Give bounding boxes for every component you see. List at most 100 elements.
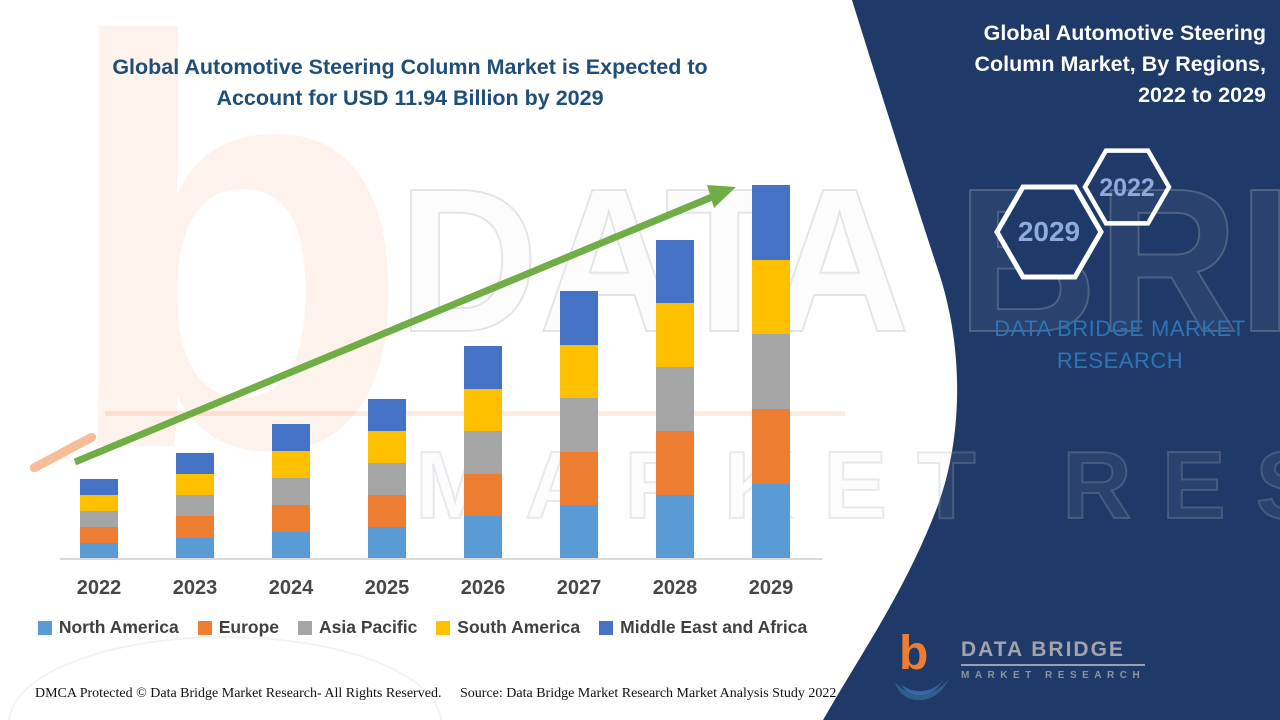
bar-segment-south-america (80, 495, 118, 512)
bar-segment-europe (752, 409, 790, 485)
legend-item-middle-east-and-africa: Middle East and Africa (599, 617, 807, 638)
logo-swoosh-icon (895, 678, 949, 701)
hexagon-2022-label: 2022 (1099, 174, 1155, 202)
bar-2026 (464, 346, 502, 559)
footer-source-text: Source: Data Bridge Market Research Mark… (460, 686, 837, 701)
panel-title: Global Automotive Steering Column Market… (936, 18, 1267, 111)
bar-segment-south-america (176, 473, 214, 496)
bar-2027 (560, 291, 598, 559)
panel-brand-text: DATA BRIDGE MARKET RESEARCH (960, 313, 1280, 377)
bar-segment-south-america (560, 344, 598, 399)
x-axis-label-2027: 2027 (556, 577, 602, 599)
x-axis-label-2022: 2022 (76, 577, 122, 599)
x-axis-label-2026: 2026 (460, 577, 506, 599)
legend-item-north-america: North America (37, 617, 179, 638)
legend-label: Asia Pacific (319, 617, 418, 637)
bar-segment-middle-east-and-africa (464, 346, 502, 389)
legend-label: North America (58, 617, 179, 637)
bar-2022 (80, 479, 118, 559)
panel-title-line2: Column Market, By Regions, (974, 52, 1267, 76)
bar-segment-europe (464, 473, 502, 517)
bar-segment-europe (368, 495, 406, 528)
bar-segment-south-america (368, 431, 406, 464)
bar-segment-asia-pacific (656, 367, 694, 432)
hexagon-2029-label: 2029 (1018, 216, 1080, 247)
bar-2023 (176, 452, 214, 559)
bar-segment-asia-pacific (560, 398, 598, 452)
bar-segment-north-america (176, 537, 214, 559)
chart-legend: North America Europe Asia Pacific South Ame… (0, 617, 845, 638)
bar-segment-north-america (752, 484, 790, 559)
trend-arrow (73, 185, 736, 466)
hexagon-badges: 2029 2022 (994, 148, 1172, 280)
bar-segment-middle-east-and-africa (752, 184, 790, 260)
x-axis-label-2023: 2023 (172, 577, 218, 599)
panel-title-line3: 2022 to 2029 (1138, 83, 1266, 107)
bar-segment-middle-east-and-africa (560, 291, 598, 345)
bar-2029 (752, 184, 790, 559)
legend-swatch-icon (298, 620, 313, 635)
bar-segment-middle-east-and-africa (272, 424, 310, 452)
bar-segment-europe (80, 527, 118, 544)
bar-segment-middle-east-and-africa (368, 399, 406, 432)
legend-item-asia-pacific: Asia Pacific (298, 617, 417, 638)
x-axis-label-2029: 2029 (748, 577, 794, 599)
bar-segment-europe (272, 505, 310, 533)
bar-segment-asia-pacific (80, 511, 118, 528)
bar-segment-north-america (464, 516, 502, 559)
legend-swatch-icon (37, 620, 52, 635)
chart-title: Global Automotive Steering Column Market… (60, 52, 760, 114)
chart-title-line1: Global Automotive Steering Column Market… (112, 55, 708, 79)
legend-label: Middle East and Africa (620, 617, 808, 637)
bar-segment-europe (656, 431, 694, 496)
chart-title-line2: Account for USD 11.94 Billion by 2029 (216, 86, 604, 110)
panel-title-line1: Global Automotive Steering (983, 21, 1266, 45)
bar-segment-asia-pacific (368, 463, 406, 496)
x-axis-label-2024: 2024 (268, 577, 314, 599)
bar-segment-middle-east-and-africa (176, 452, 214, 474)
bar-segment-europe (560, 451, 598, 506)
bar-segment-south-america (656, 303, 694, 368)
logo-b-glyph: b (899, 627, 929, 680)
logo-text: DATA BRIDGE MARKET RESEARCH (961, 638, 1146, 681)
bar-segment-middle-east-and-africa (80, 479, 118, 496)
databridge-logo: b DATA BRIDGE MARKET RESEARCH (893, 630, 1146, 701)
bar-segment-north-america (656, 495, 694, 559)
legend-swatch-icon (436, 620, 451, 635)
trend-arrow-line (73, 193, 714, 466)
panel-brand-line1: DATA BRIDGE MARKET (994, 316, 1246, 341)
legend-label: South America (457, 617, 581, 637)
legend-item-europe: Europe (197, 617, 280, 638)
bar-segment-south-america (752, 259, 790, 335)
x-axis-line (60, 558, 822, 560)
footer-dmca-text: DMCA Protected © Data Bridge Market Rese… (35, 686, 442, 701)
bar-segment-north-america (272, 532, 310, 559)
x-axis-label-2028: 2028 (652, 577, 698, 599)
bar-segment-north-america (368, 527, 406, 559)
panel-brand-line2: RESEARCH (1056, 348, 1184, 373)
bar-segment-asia-pacific (752, 334, 790, 410)
bar-2024 (272, 424, 310, 559)
x-axis-label-2025: 2025 (364, 577, 410, 599)
databridge-logo-icon: b (893, 630, 951, 701)
bar-segment-asia-pacific (176, 495, 214, 517)
bar-segment-south-america (272, 451, 310, 479)
bar-segment-asia-pacific (272, 478, 310, 506)
trend-arrow-head (707, 185, 736, 208)
legend-label: Europe (218, 617, 280, 637)
legend-item-south-america: South America (436, 617, 580, 638)
logo-name: DATA BRIDGE (961, 638, 1146, 666)
hexagon-2022 (1082, 148, 1172, 226)
bar-segment-north-america (560, 505, 598, 559)
hexagon-2029 (994, 184, 1104, 280)
legend-swatch-icon (197, 620, 212, 635)
bar-segment-europe (176, 516, 214, 538)
bar-segment-asia-pacific (464, 431, 502, 474)
bar-segment-south-america (464, 388, 502, 432)
bar-segment-north-america (80, 543, 118, 559)
logo-tagline: MARKET RESEARCH (961, 670, 1146, 681)
bar-2025 (368, 399, 406, 559)
bar-2028 (656, 239, 694, 559)
bar-segment-middle-east-and-africa (656, 239, 694, 304)
